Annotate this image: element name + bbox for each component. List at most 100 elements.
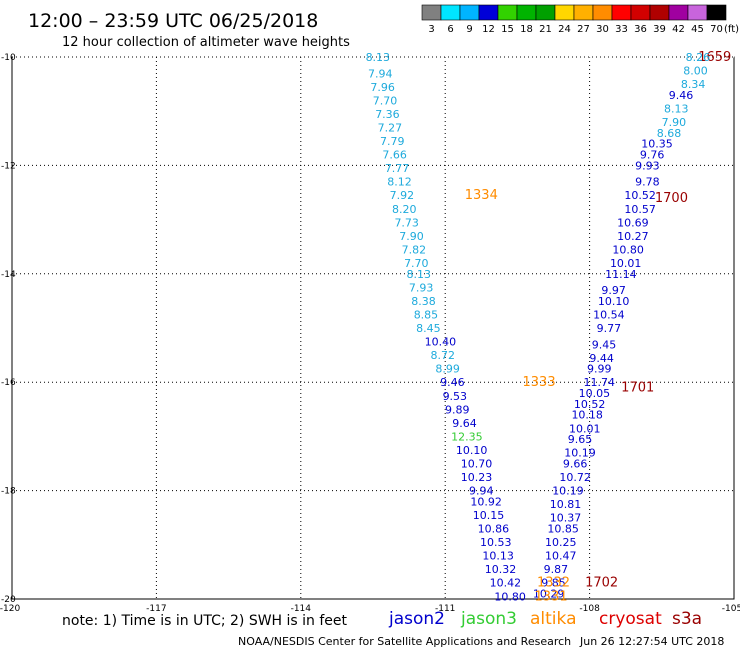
colorbar-swatch <box>535 4 556 21</box>
axis-tick-labels: -117 -114 -111 -108 -120 -105 -10 -12 -14 -16 -18 -… <box>0 53 740 614</box>
legend-item: jason3 <box>460 609 517 629</box>
y-tick-label: -18 <box>1 487 16 497</box>
colorbar-label: 70 <box>710 24 723 35</box>
data-point-label: 9.76 <box>640 149 665 162</box>
colorbar-swatch <box>611 4 632 21</box>
data-point-label: 10.01 <box>610 257 642 270</box>
data-point-label: 8.45 <box>416 322 441 335</box>
data-point-label: 7.70 <box>373 94 398 107</box>
colorbar-swatch <box>573 4 594 21</box>
data-point-label: 8.13 <box>664 102 689 115</box>
colorbar-label: 33 <box>615 24 628 35</box>
data-point-label: 9.77 <box>597 322 622 335</box>
data-point-label: 11.14 <box>605 268 637 281</box>
legend-item: cryosat <box>599 609 662 629</box>
color-scale-legend: 3 6 9 12 15 18 21 24 27 30 33 36 39 42 45 70 (ft) <box>421 4 739 35</box>
data-point-label: 1700 <box>655 191 688 206</box>
data-point-label: 7.92 <box>390 189 415 202</box>
data-point-label: 9.94 <box>469 485 494 498</box>
colorbar-label: 15 <box>501 24 514 35</box>
data-point-label: 10.23 <box>461 471 493 484</box>
colorbar-swatch <box>478 4 499 21</box>
data-point-label: 7.79 <box>380 135 405 148</box>
data-point-label: 9.87 <box>544 563 569 576</box>
footer-timestamp: Jun 26 12:27:54 UTC 2018 <box>579 635 724 648</box>
data-point-label: 9.97 <box>601 284 626 297</box>
data-point-label: 9.64 <box>452 417 477 430</box>
data-point-label: 1702 <box>585 576 618 591</box>
data-point-label: 10.52 <box>624 189 656 202</box>
y-tick-label: -10 <box>1 53 16 63</box>
data-point-label: 8.13 <box>366 51 391 64</box>
data-point-label: 8.68 <box>657 127 682 140</box>
data-point-label: 9.93 <box>635 159 660 172</box>
grid-lines <box>12 56 734 599</box>
y-tick-label: -20 <box>1 595 16 605</box>
data-point-label: 10.27 <box>617 230 649 243</box>
legend-item: jason2 <box>388 609 445 629</box>
data-point-label: 7.82 <box>402 243 427 256</box>
data-point-label: 7.94 <box>368 67 393 80</box>
data-point-label: 8.20 <box>392 203 417 216</box>
data-point-label: 9.66 <box>563 458 588 471</box>
data-point-label: 8.99 <box>435 363 460 376</box>
colorbar-swatch <box>630 4 651 21</box>
colorbar-label: 18 <box>520 24 533 35</box>
colorbar-label: 36 <box>634 24 647 35</box>
data-point-label: 7.70 <box>404 257 429 270</box>
data-point-label: 10.54 <box>593 308 625 321</box>
data-point-label: 1659 <box>698 50 731 65</box>
data-point-label: 9.65 <box>568 433 593 446</box>
colorbar-swatch <box>516 4 537 21</box>
data-point-label: 8.12 <box>387 176 412 189</box>
data-point-label: 10.86 <box>478 523 510 536</box>
chart-subtitle: 12 hour collection of altimeter wave hei… <box>62 35 350 50</box>
data-point-label: 8.38 <box>411 295 436 308</box>
colorbar-swatch <box>668 4 689 21</box>
colorbar-label: 27 <box>577 24 590 35</box>
data-point-label: 1701 <box>621 381 654 396</box>
data-point-label: 9.46 <box>440 376 465 389</box>
data-point-label: 10.80 <box>494 590 526 603</box>
colorbar-label: 39 <box>653 24 666 35</box>
data-point-label: 1331 <box>535 589 568 604</box>
data-point-label: 10.42 <box>490 577 522 590</box>
data-point-label: 10.81 <box>550 498 582 511</box>
colorbar-swatch <box>706 4 727 21</box>
y-tick-label: -14 <box>1 270 16 280</box>
colorbar-label: 21 <box>539 24 552 35</box>
data-point-label: 10.85 <box>547 523 579 536</box>
legend-note: note: 1) Time is in UTC; 2) SWH is in fe… <box>62 613 348 629</box>
data-point-label: 10.72 <box>559 471 591 484</box>
data-point-label: 8.00 <box>683 65 708 78</box>
colorbar-swatch <box>497 4 518 21</box>
legend-item: s3a <box>672 609 702 629</box>
data-point-label: 1333 <box>523 375 556 390</box>
colorbar-label: 30 <box>596 24 609 35</box>
x-corner-label-right: -105 <box>722 604 740 614</box>
data-point-label: 9.85 <box>541 577 566 590</box>
plot-frame <box>11 56 735 600</box>
colorbar-swatch <box>554 4 575 21</box>
footer-credit: NOAA/NESDIS Center for Satellite Applica… <box>238 635 571 648</box>
data-point-label: 10.19 <box>552 485 584 498</box>
data-point-label: 10.32 <box>485 563 517 576</box>
data-point-label: 10.35 <box>641 138 673 151</box>
data-point-label: 7.36 <box>375 108 400 121</box>
colorbar-label: 12 <box>482 24 495 35</box>
x-tick-label: -108 <box>579 604 600 614</box>
colorbar-label: 24 <box>558 24 571 35</box>
colorbar-label: 9 <box>466 24 472 35</box>
data-point-label: 10.05 <box>579 387 611 400</box>
colorbar-unit: (ft) <box>724 24 739 35</box>
colorbar-swatch <box>459 4 480 21</box>
data-point-label: 10.70 <box>461 458 493 471</box>
data-point-label: 10.53 <box>480 536 512 549</box>
data-point-label: 10.52 <box>574 398 606 411</box>
colorbar-swatch <box>592 4 613 21</box>
data-point-label: 10.10 <box>598 295 630 308</box>
data-point-label: 9.44 <box>589 352 614 365</box>
x-tick-label: -114 <box>291 604 312 614</box>
data-point-label: 8.13 <box>406 268 431 281</box>
data-point-label: 7.93 <box>409 281 434 294</box>
